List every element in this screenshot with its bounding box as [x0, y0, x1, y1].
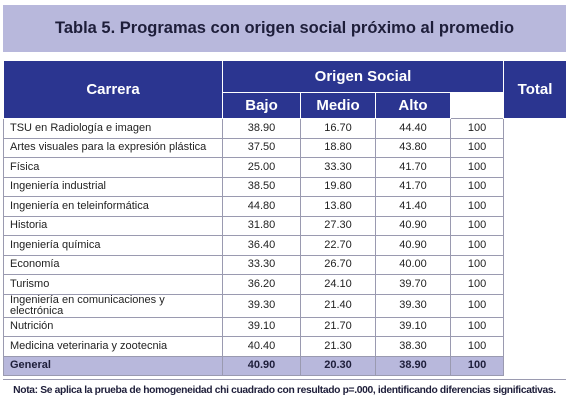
value-cell: 36.20 — [222, 274, 301, 295]
value-cell: 22.70 — [300, 235, 376, 256]
value-cell: 39.30 — [375, 293, 451, 318]
row-label: Medicina veterinaria y zootecnia — [3, 336, 223, 357]
value-cell: 18.80 — [300, 137, 376, 158]
value-cell: 33.30 — [222, 254, 301, 275]
value-cell: 16.70 — [300, 118, 376, 139]
header-cell: Total — [503, 60, 568, 119]
value-cell: 40.90 — [375, 235, 451, 256]
value-cell: 100 — [449, 157, 505, 178]
table-body: TSU en Radiología e imagen 38.90 16.70 44.4… — [3, 118, 567, 376]
value-cell: 21.40 — [300, 293, 376, 318]
value-cell: 40.90 — [222, 355, 301, 376]
data-table: Carrera Origen Social Total Bajo Medio A… — [3, 60, 568, 376]
table-row: Ingeniería en teleinformática 44.80 13.80 4… — [3, 196, 567, 217]
table-row: Ingeniería industrial 38.50 19.80 41.70 100 — [3, 176, 567, 197]
value-cell: 100 — [449, 235, 505, 256]
value-cell: 44.80 — [222, 196, 301, 217]
value-cell: 38.50 — [222, 176, 301, 197]
value-cell: 41.70 — [375, 176, 451, 197]
value-cell: 24.10 — [300, 274, 376, 295]
value-cell: 36.40 — [222, 235, 301, 256]
value-cell: 43.80 — [375, 137, 451, 158]
value-cell: 39.70 — [375, 274, 451, 295]
row-label: Artes visuales para la expresión plástic… — [3, 137, 223, 158]
table-note: Nota: Se aplica la prueba de homogeneida… — [3, 379, 566, 400]
value-cell: 38.90 — [375, 355, 451, 376]
row-label: Nutrición — [3, 316, 223, 337]
row-label: TSU en Radiología e imagen — [3, 118, 223, 139]
value-cell: 100 — [449, 316, 505, 337]
row-label: Ingeniería química — [3, 235, 223, 256]
row-label: Física — [3, 157, 223, 178]
row-label: Historia — [3, 215, 223, 236]
value-cell: 19.80 — [300, 176, 376, 197]
value-cell: 31.80 — [222, 215, 301, 236]
table-row: Economía 33.30 26.70 40.00 100 — [3, 254, 567, 275]
value-cell: 41.40 — [375, 196, 451, 217]
header-cell: Medio — [300, 92, 376, 119]
value-cell: 100 — [449, 254, 505, 275]
value-cell: 40.00 — [375, 254, 451, 275]
value-cell: 40.40 — [222, 336, 301, 357]
value-cell: 27.30 — [300, 215, 376, 236]
table-row: Medicina veterinaria y zootecnia 40.40 21.… — [3, 336, 567, 357]
value-cell: 100 — [449, 176, 505, 197]
value-cell: 37.50 — [222, 137, 301, 158]
value-cell: 100 — [449, 336, 505, 357]
row-label: Turismo — [3, 274, 223, 295]
header-cell: Origen Social — [221, 60, 505, 93]
value-cell: 26.70 — [300, 254, 376, 275]
value-cell: 38.30 — [375, 336, 451, 357]
table-row: TSU en Radiología e imagen 38.90 16.70 44.4… — [3, 118, 567, 139]
header-cell: Bajo — [222, 92, 301, 119]
value-cell: 39.10 — [222, 316, 301, 337]
value-cell: 100 — [449, 355, 505, 376]
table-row: Nutrición 39.10 21.70 39.10 100 — [3, 316, 567, 337]
value-cell: 100 — [449, 215, 505, 236]
value-cell: 13.80 — [300, 196, 376, 217]
value-cell: 100 — [449, 137, 505, 158]
table-row: Historia 31.80 27.30 40.90 100 — [3, 215, 567, 236]
value-cell: 44.40 — [375, 118, 451, 139]
table-row: Física 25.00 33.30 41.70 100 — [3, 157, 567, 178]
table-row: Ingeniería en comunicaciones y electróni… — [3, 293, 567, 318]
value-cell: 20.30 — [300, 355, 376, 376]
value-cell: 100 — [449, 293, 505, 318]
value-cell: 100 — [449, 118, 505, 139]
value-cell: 100 — [449, 274, 505, 295]
value-cell: 21.70 — [300, 316, 376, 337]
value-cell: 38.90 — [222, 118, 301, 139]
table-row: Artes visuales para la expresión plástic… — [3, 137, 567, 158]
row-label: Ingeniería industrial — [3, 176, 223, 197]
table-row: Turismo 36.20 24.10 39.70 100 — [3, 274, 567, 295]
row-label: Ingeniería en teleinformática — [3, 196, 223, 217]
value-cell: 100 — [449, 196, 505, 217]
value-cell: 39.30 — [222, 293, 301, 318]
value-cell: 25.00 — [222, 157, 301, 178]
value-cell: 39.10 — [375, 316, 451, 337]
value-cell: 33.30 — [300, 157, 376, 178]
table-row: General 40.90 20.30 38.90 100 — [3, 355, 567, 376]
header-cell: Alto — [375, 92, 451, 119]
value-cell: 41.70 — [375, 157, 451, 178]
table-title: Tabla 5. Programas con origen social pró… — [3, 5, 566, 52]
value-cell: 40.90 — [375, 215, 451, 236]
table-row: Ingeniería química 36.40 22.70 40.90 100 — [3, 235, 567, 256]
header-cell: Carrera — [3, 60, 223, 119]
row-label: Ingeniería en comunicaciones y electróni… — [3, 293, 223, 318]
value-cell: 21.30 — [300, 336, 376, 357]
row-label: Economía — [3, 254, 223, 275]
row-label: General — [3, 355, 223, 376]
